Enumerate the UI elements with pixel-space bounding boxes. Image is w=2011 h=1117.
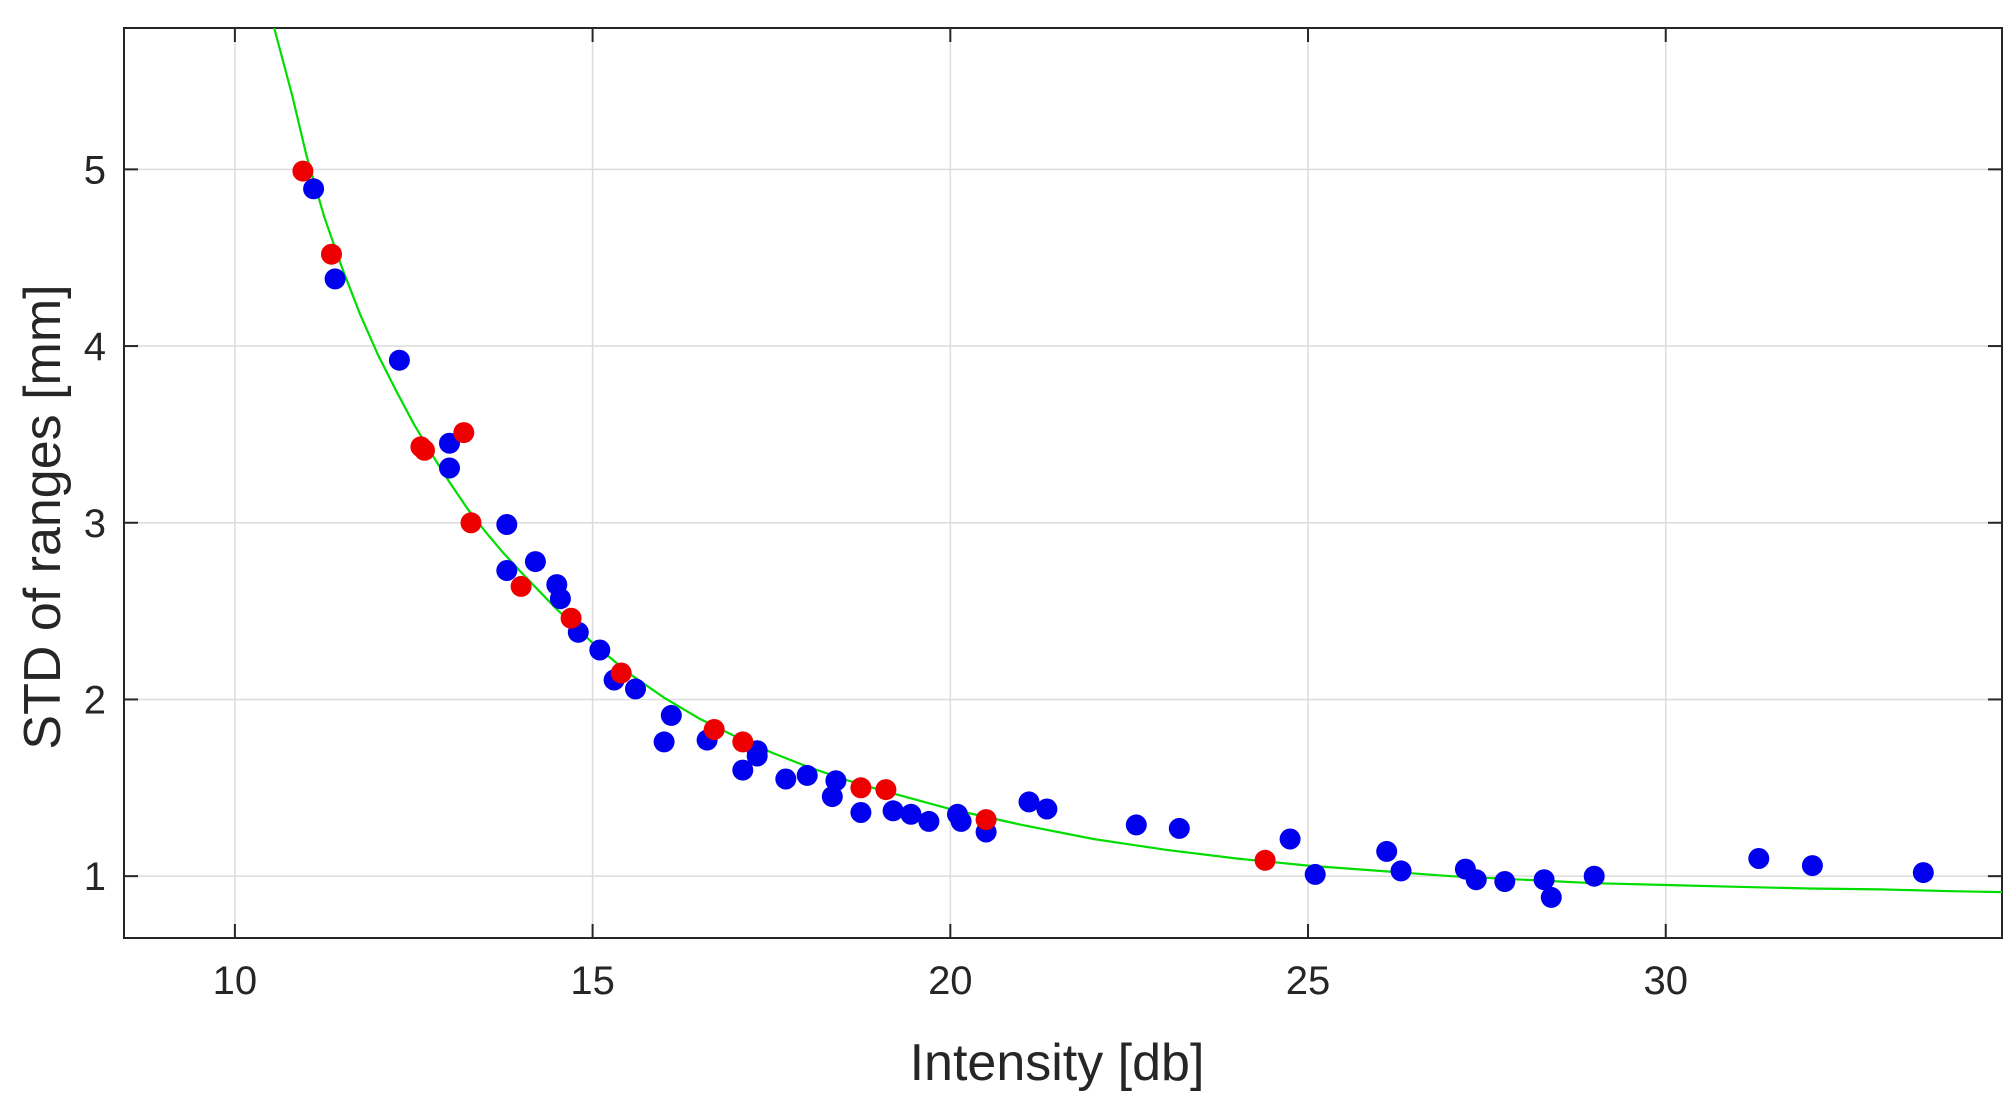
y-tick-label: 5	[84, 148, 106, 192]
red-data-point	[1254, 849, 1276, 871]
blue-data-point	[1304, 863, 1326, 885]
blue-data-point	[439, 432, 460, 454]
blue-data-point	[821, 786, 843, 808]
blue-data-point	[1168, 817, 1190, 839]
y-tick-label: 1	[84, 855, 106, 899]
blue-data-point	[496, 560, 518, 581]
red-data-point	[460, 512, 482, 534]
red-data-point	[414, 439, 435, 461]
blue-data-point	[1748, 848, 1770, 869]
red-data-point	[850, 777, 872, 799]
red-data-point	[975, 809, 997, 831]
blue-data-point	[1390, 860, 1412, 882]
blue-data-point	[653, 731, 675, 753]
blue-data-point	[496, 514, 518, 535]
blue-data-point	[388, 349, 410, 371]
data-points-layer	[292, 160, 1934, 908]
y-tick-label: 4	[84, 325, 106, 369]
red-data-point	[703, 719, 725, 740]
y-axis-title: STD of ranges [mm]	[14, 284, 72, 749]
blue-data-point	[1465, 869, 1487, 891]
blue-data-point	[1583, 865, 1605, 887]
x-tick-label: 10	[213, 959, 258, 1003]
axis-ticks: 10 15 20 25 30 1 2 3 4 5	[84, 28, 2002, 1003]
blue-data-point	[732, 759, 754, 781]
blue-data-point	[882, 800, 904, 822]
x-tick-label: 15	[570, 959, 615, 1003]
blue-data-point	[850, 802, 872, 823]
blue-data-point	[303, 178, 325, 200]
red-data-point	[510, 575, 532, 597]
red-data-point	[875, 779, 897, 801]
blue-data-point	[324, 268, 346, 290]
blue-data-point	[589, 639, 611, 661]
blue-data-point	[796, 764, 818, 786]
blue-data-point	[1279, 828, 1301, 850]
blue-data-point	[775, 768, 797, 790]
blue-data-point	[1533, 869, 1555, 891]
red-data-point	[732, 731, 754, 753]
blue-data-point	[900, 803, 922, 825]
blue-data-point	[1376, 840, 1398, 862]
x-tick-label: 30	[1643, 959, 1688, 1003]
grid	[124, 28, 2002, 938]
blue-data-point	[625, 678, 646, 700]
blue-data-point	[1912, 862, 1934, 884]
blue-data-point	[660, 704, 682, 726]
blue-data-point	[950, 810, 972, 832]
blue-data-point	[1036, 798, 1058, 820]
y-tick-label: 3	[84, 502, 106, 546]
blue-data-point	[1540, 886, 1562, 908]
blue-data-point	[1494, 871, 1516, 892]
red-data-point	[610, 662, 632, 684]
blue-data-point	[825, 770, 847, 792]
blue-data-point	[1125, 814, 1147, 836]
blue-data-point	[918, 810, 940, 832]
red-data-point	[321, 243, 342, 265]
blue-data-point	[1018, 791, 1040, 813]
red-data-point	[292, 160, 314, 182]
y-tick-label: 2	[84, 678, 106, 722]
x-tick-label: 20	[928, 959, 973, 1003]
red-data-point	[560, 607, 582, 629]
x-axis-title: Intensity [db]	[910, 1034, 1205, 1092]
plot-area	[123, 27, 2003, 939]
blue-data-point	[1801, 855, 1823, 877]
x-tick-label: 25	[1286, 959, 1331, 1003]
blue-data-point	[746, 745, 768, 767]
blue-data-point	[524, 551, 546, 573]
blue-data-point	[439, 457, 460, 479]
red-data-point	[453, 422, 475, 444]
blue-data-point	[549, 588, 571, 610]
